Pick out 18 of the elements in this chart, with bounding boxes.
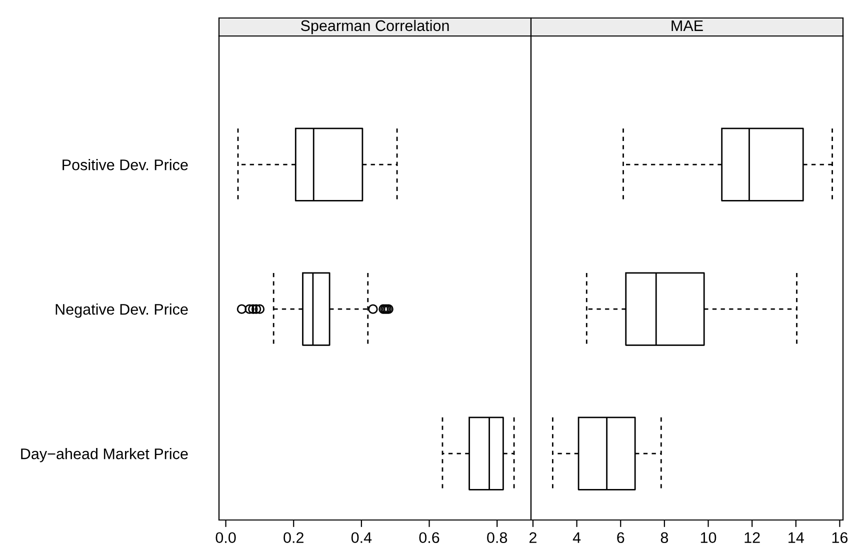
x-tick-label: 10 xyxy=(700,532,716,544)
x-tick-label: 0.6 xyxy=(419,532,440,544)
y-tick-label: Day−ahead Market Price xyxy=(21,448,188,462)
x-tick-label: 0.4 xyxy=(351,532,372,544)
chart-title: Spearman Correlation xyxy=(300,20,449,34)
x-tick-label: 8 xyxy=(660,532,668,544)
x-tick-label: 16 xyxy=(832,532,848,544)
x-tick-label: 4 xyxy=(572,532,581,543)
chart-title: MAE xyxy=(672,20,703,31)
x-tick-label: 6 xyxy=(617,532,624,544)
x-tick-label: 0.8 xyxy=(487,532,508,544)
x-tick-label: 0.0 xyxy=(216,532,236,544)
x-tick-label: 0.2 xyxy=(284,532,304,544)
x-tick-label: 12 xyxy=(744,532,760,543)
y-tick-label: Positive Dev. Price xyxy=(62,159,188,170)
x-tick-label: 14 xyxy=(788,532,804,543)
y-tick-label: Negative Dev. Price xyxy=(56,304,188,318)
x-tick-label: 2 xyxy=(529,532,536,543)
